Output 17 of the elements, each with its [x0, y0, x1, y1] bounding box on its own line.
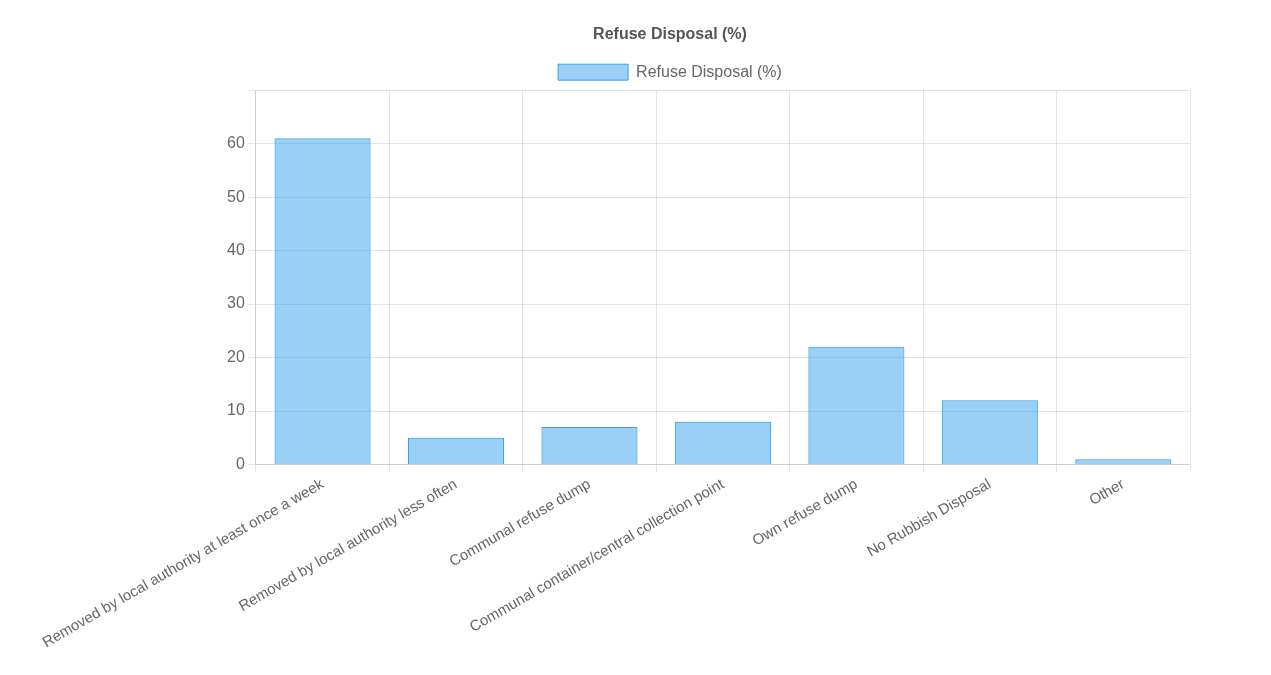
- bar: [808, 346, 905, 464]
- y-tick-label: 50: [227, 187, 245, 205]
- bar: [1076, 460, 1171, 464]
- legend-label: Refuse Disposal (%): [636, 62, 782, 80]
- bar: [942, 401, 1037, 464]
- y-tick-label: 30: [227, 294, 245, 312]
- bar: [541, 427, 638, 464]
- bar: [275, 139, 370, 464]
- bar: [407, 437, 505, 464]
- y-tick-label: 10: [227, 401, 245, 419]
- y-tick-label: 40: [227, 241, 245, 259]
- chart-title: Refuse Disposal (%): [593, 25, 747, 43]
- y-tick-label: 0: [235, 454, 245, 472]
- y-tick-label: 60: [227, 134, 245, 152]
- y-tick-label: 20: [227, 347, 245, 365]
- bar: [674, 421, 771, 464]
- x-tick-label: Other: [1085, 474, 1127, 509]
